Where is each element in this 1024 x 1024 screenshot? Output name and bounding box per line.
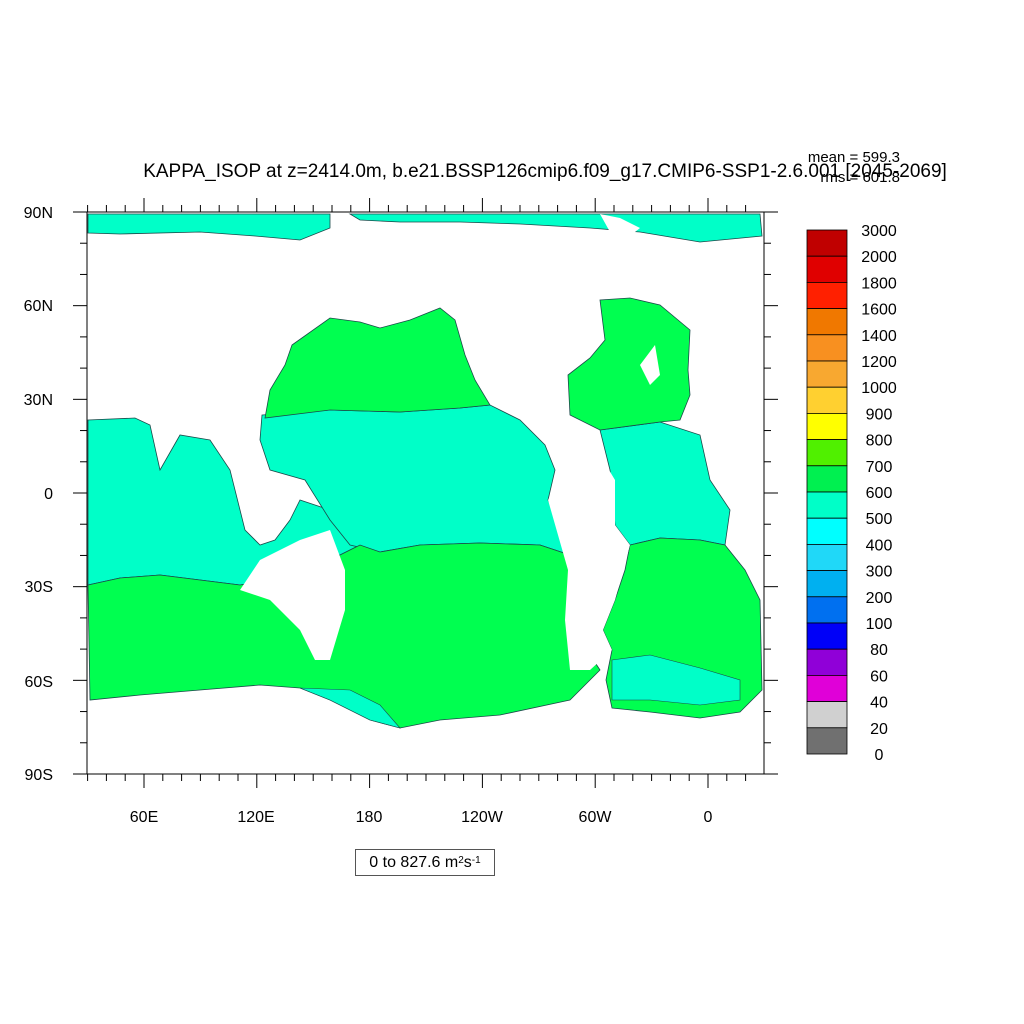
land-australia [240, 530, 345, 660]
colorbar-level-label: 300 [866, 564, 893, 581]
ocean-arctic-east [348, 213, 763, 243]
lon-label-60e: 60E [130, 809, 158, 826]
lon-label-120w: 120W [461, 809, 504, 826]
colorbar-level-label: 500 [866, 511, 893, 528]
colorbar-swatch [806, 648, 848, 676]
lon-label-180: 180 [356, 809, 383, 826]
colorbar-swatch [806, 622, 848, 650]
colorbar-swatch [806, 465, 848, 493]
lat-label-90n: 90N [24, 205, 53, 222]
land-greenland [600, 214, 640, 236]
colorbar-level-label: 0 [875, 747, 884, 764]
lat-label-60n: 60N [24, 298, 53, 315]
plot-title: KAPPA_ISOP at z=2414.0m, b.e21.BSSP126cm… [143, 161, 947, 182]
colorbar-level-label: 200 [866, 590, 893, 607]
colorbar-swatch [806, 596, 848, 624]
colorbar-level-label: 1000 [861, 380, 897, 397]
lat-axis: 90N 60N 30N 0 30S 60S 90S [24, 205, 53, 784]
colorbar-swatch [806, 334, 848, 362]
colorbar: 3000200018001600140012001000900800700600… [806, 223, 897, 764]
colorbar-swatch [806, 491, 848, 519]
colorbar-level-label: 20 [870, 721, 888, 738]
lat-label-30n: 30N [24, 392, 53, 409]
lat-label-60s: 60S [25, 674, 53, 691]
land-iberia [640, 345, 660, 385]
lat-label-0: 0 [44, 486, 53, 503]
axis-ticks [73, 198, 778, 788]
lon-label-60w: 60W [579, 809, 613, 826]
colorbar-level-label: 800 [866, 433, 893, 450]
colorbar-swatch [806, 386, 848, 414]
range-prefix: 0 to 827.6 m [369, 853, 459, 871]
lon-label-120e: 120E [237, 809, 274, 826]
lat-label-30s: 30S [25, 579, 53, 596]
colorbar-swatch [806, 308, 848, 336]
lon-label-0: 0 [704, 809, 713, 826]
colorbar-level-label: 60 [870, 668, 888, 685]
colorbar-level-label: 1400 [861, 328, 897, 345]
colorbar-level-label: 600 [866, 485, 893, 502]
ocean-arctic [87, 213, 331, 241]
range-exp2: -1 [471, 855, 481, 866]
colorbar-swatch [806, 281, 848, 309]
colorbar-level-label: 700 [866, 459, 893, 476]
colorbar-level-label: 80 [870, 642, 888, 659]
colorbar-swatch [806, 360, 848, 388]
colorbar-level-label: 3000 [861, 223, 897, 240]
colorbar-swatch [806, 229, 848, 257]
colorbar-level-label: 400 [866, 537, 893, 554]
range-exp1: 2 [458, 855, 464, 866]
colorbar-swatch [806, 255, 848, 283]
lat-label-90s: 90S [25, 767, 53, 784]
colorbar-swatch [806, 412, 848, 440]
lon-axis: 60E 120E 180 120W 60W 0 [130, 809, 713, 826]
colorbar-level-label: 1800 [861, 275, 897, 292]
map-plot-area [73, 198, 778, 788]
ocean-weddell [611, 654, 741, 706]
rms-label: rms = 601.8 [820, 169, 900, 186]
ocean-antarctic-shelf [299, 687, 401, 729]
colorbar-swatch [806, 727, 848, 755]
colorbar-swatch [806, 544, 848, 572]
colorbar-swatch [806, 570, 848, 598]
colorbar-swatch [806, 439, 848, 467]
colorbar-swatch [806, 675, 848, 703]
colorbar-level-label: 100 [866, 616, 893, 633]
range-mid: s [463, 853, 472, 871]
colorbar-level-label: 40 [870, 695, 888, 712]
colorbar-level-label: 900 [866, 406, 893, 423]
colorbar-level-label: 2000 [861, 249, 897, 266]
colorbar-swatch [806, 701, 848, 729]
ocean-north-pacific [264, 307, 491, 419]
mean-label: mean = 599.3 [808, 149, 900, 166]
colorbar-swatch [806, 517, 848, 545]
colorbar-level-label: 1600 [861, 302, 897, 319]
colorbar-level-label: 1200 [861, 354, 897, 371]
ocean-north-atlantic [567, 297, 691, 431]
land-south-america [548, 455, 630, 670]
